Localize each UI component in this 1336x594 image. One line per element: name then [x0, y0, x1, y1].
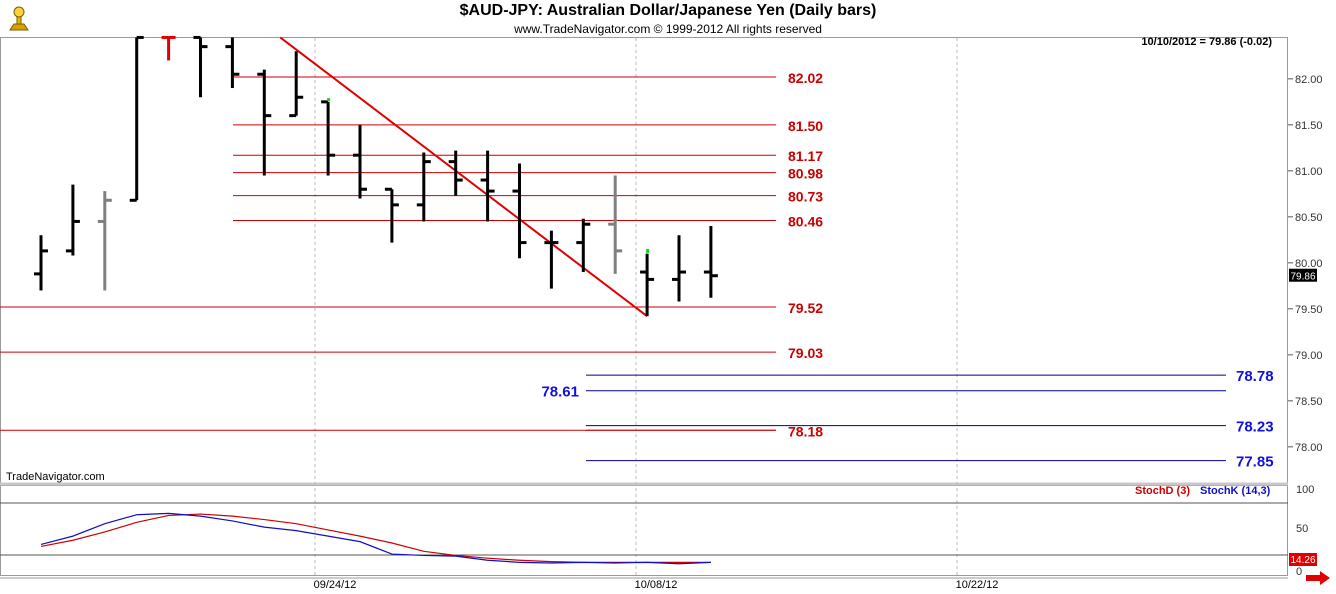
level-label-blue: 78.78	[1236, 368, 1274, 385]
downtrend-line	[279, 36, 648, 317]
level-label-red: 81.50	[788, 118, 823, 134]
stoch-y-tick-label: 0	[1296, 566, 1302, 578]
legend-stochk: StochK (14,3)	[1200, 485, 1271, 497]
logo-icon	[4, 4, 34, 34]
level-label-red: 79.03	[788, 345, 823, 361]
y-tick-label: 80.50	[1295, 212, 1323, 224]
level-label-red: 78.18	[788, 423, 823, 439]
last-price-label: 79.86	[1290, 272, 1315, 283]
legend-stochd: StochD (3)	[1135, 485, 1190, 497]
x-tick-label: 10/08/12	[635, 579, 678, 591]
stoch-y-tick-label: 50	[1296, 523, 1308, 535]
stoch-y-tick-label: 100	[1296, 484, 1314, 496]
level-label-red: 79.52	[788, 300, 823, 316]
price-panel-frame	[0, 37, 1288, 485]
y-tick-label: 78.00	[1295, 442, 1323, 454]
y-tick-label: 82.00	[1295, 74, 1323, 86]
level-label-blue: 77.85	[1236, 454, 1274, 471]
level-label-red: 80.73	[788, 189, 823, 205]
stoch-last-value-label: 14.26	[1290, 555, 1315, 566]
chart-title: $AUD-JPY: Australian Dollar/Japanese Yen…	[459, 2, 877, 19]
stochk-line	[40, 512, 711, 565]
y-tick-label: 81.50	[1295, 120, 1323, 132]
y-tick-label: 80.00	[1295, 258, 1323, 270]
level-label-red: 80.98	[788, 166, 823, 182]
y-tick-label: 79.50	[1295, 304, 1323, 316]
red-arrow-right-icon[interactable]	[1306, 571, 1330, 590]
x-tick-label: 09/24/12	[314, 579, 357, 591]
stoch-last-value-box	[1289, 553, 1317, 566]
level-label-red: 81.17	[788, 148, 823, 164]
signal-marker	[327, 98, 331, 102]
chart-subtitle: www.TradeNavigator.com © 1999-2012 All r…	[514, 22, 822, 36]
watermark-text: TradeNavigator.com	[6, 471, 105, 483]
last-price-readout: 10/10/2012 = 79.86 (-0.02)	[1141, 36, 1272, 48]
x-tick-label: 10/22/12	[956, 579, 999, 591]
level-label-red: 80.46	[788, 214, 823, 230]
y-tick-label: 78.50	[1295, 396, 1323, 408]
last-price-box	[1289, 268, 1317, 282]
y-tick-label: 81.00	[1295, 166, 1323, 178]
y-tick-label: 79.00	[1295, 350, 1323, 362]
level-label-red: 82.02	[788, 70, 823, 86]
signal-marker	[646, 248, 650, 253]
level-label-blue: 78.61	[541, 384, 579, 401]
level-label-blue: 78.23	[1236, 419, 1274, 436]
